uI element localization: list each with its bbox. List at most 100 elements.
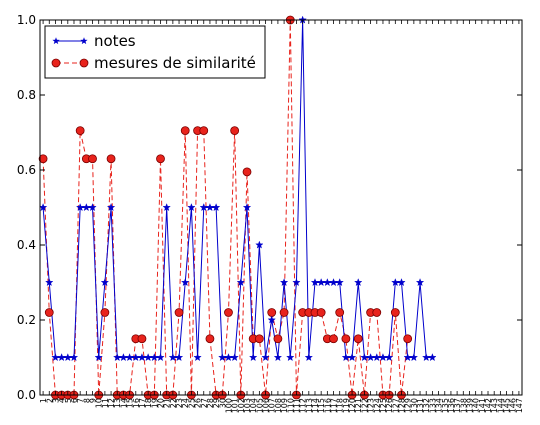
x-tick-label: 29 <box>212 398 221 408</box>
similarity-point <box>353 334 363 344</box>
similarity-point <box>156 154 165 164</box>
x-tick-label: 130 <box>410 398 419 413</box>
x-tick-label: 110 <box>286 398 295 413</box>
x-tick-label: 18 <box>144 398 153 408</box>
x-tick-label: 132 <box>422 398 431 413</box>
x-tick-label: 107 <box>268 398 277 413</box>
x-tick-label: 8 <box>82 398 91 403</box>
notes-point <box>211 203 221 212</box>
legend: notes mesures de similarité <box>44 25 266 79</box>
notes-point <box>304 353 313 362</box>
x-tick-label: 102 <box>237 398 246 413</box>
x-tick-label: 21 <box>163 398 172 408</box>
similarity-point <box>44 308 54 317</box>
x-tick-label: 108 <box>274 398 283 413</box>
legend-swatch-similarity-marker-right <box>79 58 89 68</box>
notes-point <box>125 353 134 362</box>
x-tick-label: 104 <box>249 398 258 413</box>
notes-point <box>193 353 202 362</box>
notes-point <box>279 278 289 287</box>
x-tick-label: 16 <box>132 398 141 408</box>
similarity-point <box>335 308 345 317</box>
x-tick-label: 129 <box>404 398 413 413</box>
notes-point <box>286 353 295 362</box>
x-tick-label: 14 <box>119 398 128 408</box>
similarity-point <box>341 334 351 344</box>
x-tick-label: 11 <box>101 398 110 408</box>
notes-point <box>323 278 332 287</box>
x-tick-label: 1 <box>39 398 48 403</box>
x-tick-label: 17 <box>138 398 147 408</box>
x-tick-label: 142 <box>484 398 493 413</box>
notes-point <box>261 353 270 362</box>
x-tick-label: 139 <box>465 398 474 413</box>
x-tick-label: 124 <box>373 398 382 413</box>
notes-point <box>372 353 381 362</box>
legend-swatch-similarity-marker-left <box>51 58 61 68</box>
notes-point <box>45 278 54 287</box>
similarity-point <box>205 334 215 344</box>
x-tick-label: 141 <box>478 398 487 413</box>
similarity-point <box>254 334 264 344</box>
notes-point <box>347 353 357 362</box>
notes-point <box>329 278 338 287</box>
x-tick-label: 146 <box>509 398 518 413</box>
similarity-point <box>329 334 338 344</box>
notes-point <box>236 278 245 287</box>
axes: 0.00.20.40.60.81.01234567891011121314151… <box>17 13 524 413</box>
x-tick-label: 103 <box>243 398 252 413</box>
plot-frame <box>39 19 523 396</box>
x-tick-label: 112 <box>299 398 308 413</box>
x-tick-label: 9 <box>89 398 98 403</box>
similarity-point <box>199 126 209 136</box>
notes-point <box>150 353 159 362</box>
x-tick-label: 134 <box>435 398 444 413</box>
notes-point <box>397 278 406 287</box>
x-tick-label: 28 <box>206 398 215 408</box>
x-tick-label: 10 <box>95 398 104 408</box>
x-tick-label: 145 <box>503 398 512 413</box>
x-tick-label: 106 <box>262 398 271 413</box>
notes-point <box>292 278 301 287</box>
x-tick-label: 138 <box>459 398 468 413</box>
x-tick-label: 6 <box>70 398 79 403</box>
notes-point <box>57 353 66 362</box>
x-tick-label: 30 <box>218 398 227 408</box>
similarity-point <box>137 334 147 344</box>
x-tick-label: 127 <box>391 398 400 413</box>
legend-label-similarity: mesures de similarité <box>94 54 256 72</box>
x-tick-label: 136 <box>447 398 456 413</box>
x-tick-label: 2 <box>45 398 54 403</box>
similarity-point <box>174 308 184 317</box>
similarity-point <box>403 334 413 344</box>
star-marker-icon <box>52 37 60 45</box>
x-tick-label: 26 <box>194 398 203 408</box>
x-tick-label: 118 <box>336 398 345 413</box>
similarity-point <box>267 308 277 317</box>
x-tick-label: 121 <box>354 398 363 413</box>
x-tick-label: 140 <box>472 398 481 413</box>
similarity-point <box>279 308 289 317</box>
x-tick-label: 120 <box>348 398 357 413</box>
x-tick-label: 100 <box>224 398 233 413</box>
notes-point <box>384 353 394 362</box>
similarity-point <box>242 167 252 177</box>
notes-point <box>156 353 165 362</box>
notes-point <box>317 278 326 287</box>
x-tick-label: 128 <box>398 398 407 413</box>
x-tick-label: 111 <box>292 398 301 413</box>
similarity-point <box>230 126 240 136</box>
notes-point <box>119 353 128 362</box>
x-tick-label: 119 <box>342 398 351 413</box>
notes-point <box>82 203 91 212</box>
notes-point <box>249 353 258 362</box>
notes-point <box>187 203 196 212</box>
notes-point <box>409 353 419 362</box>
x-tick-label: 125 <box>379 398 388 413</box>
x-tick-label: 12 <box>107 398 116 408</box>
x-tick-label: 122 <box>360 398 369 413</box>
similarity-point <box>372 308 382 317</box>
x-tick-label: 123 <box>367 398 376 413</box>
x-tick-label: 5 <box>64 398 73 403</box>
